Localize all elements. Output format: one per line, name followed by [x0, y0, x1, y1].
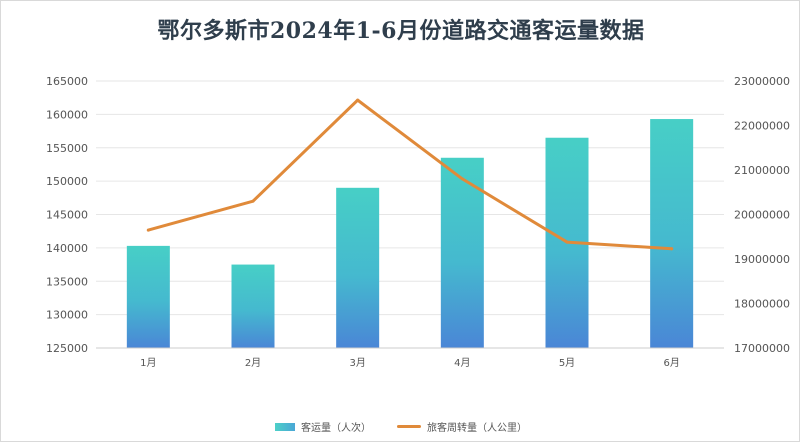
x-tick-label: 3月	[349, 357, 365, 369]
legend-label-bar: 客运量（人次）	[301, 423, 371, 434]
y-left-tick-label: 165000	[46, 75, 88, 88]
legend-swatch-bar	[275, 422, 295, 431]
legend-item-line: 旅客周转量（人公里）	[397, 419, 527, 434]
line-point	[670, 247, 674, 251]
y-right-tick-label: 19000000	[734, 253, 790, 266]
line-series	[146, 98, 674, 251]
y-right-tick-label: 23000000	[734, 75, 790, 88]
y-left-tick-label: 125000	[46, 342, 88, 355]
bar	[440, 157, 484, 348]
x-tick-label: 6月	[663, 357, 679, 369]
bar	[231, 264, 275, 348]
bar	[336, 187, 380, 348]
legend-label-line: 旅客周转量（人公里）	[427, 423, 527, 434]
x-tick-label: 5月	[559, 357, 575, 369]
y-left-tick-label: 160000	[46, 108, 88, 121]
y-left-tick-label: 145000	[46, 209, 88, 222]
line-point	[251, 199, 255, 203]
x-tick-label: 4月	[454, 357, 470, 369]
y-left-tick-label: 130000	[46, 309, 88, 322]
line-point	[356, 98, 360, 102]
y-left-tick-label: 135000	[46, 275, 88, 288]
line-point	[146, 228, 150, 232]
bar	[650, 119, 694, 348]
y-right-tick-label: 21000000	[734, 164, 790, 177]
y-right-tick-label: 22000000	[734, 120, 790, 133]
y-right-tick-label: 18000000	[734, 298, 790, 311]
gridlines	[96, 80, 724, 349]
line-point	[460, 177, 464, 181]
legend: 客运量（人次） 旅客周转量（人公里）	[1, 419, 800, 434]
legend-item-bar: 客运量（人次）	[275, 419, 371, 434]
bar	[126, 245, 170, 348]
line-point	[565, 240, 569, 244]
line-path	[146, 98, 674, 251]
y-left-tick-label: 140000	[46, 242, 88, 255]
axes: 125000 130000 135000 140000 145000 150000 1550…	[46, 75, 790, 369]
y-left-tick-label: 155000	[46, 142, 88, 155]
y-left-tick-label: 150000	[46, 175, 88, 188]
y-right-tick-label: 20000000	[734, 209, 790, 222]
x-tick-label: 1月	[140, 357, 156, 369]
x-tick-label: 2月	[245, 357, 261, 369]
legend-swatch-line	[397, 425, 421, 428]
bars	[126, 119, 694, 348]
y-right-tick-label: 17000000	[734, 342, 790, 355]
chart-title: 鄂尔多斯市2024年1-6月份道路交通客运量数据	[157, 18, 645, 44]
